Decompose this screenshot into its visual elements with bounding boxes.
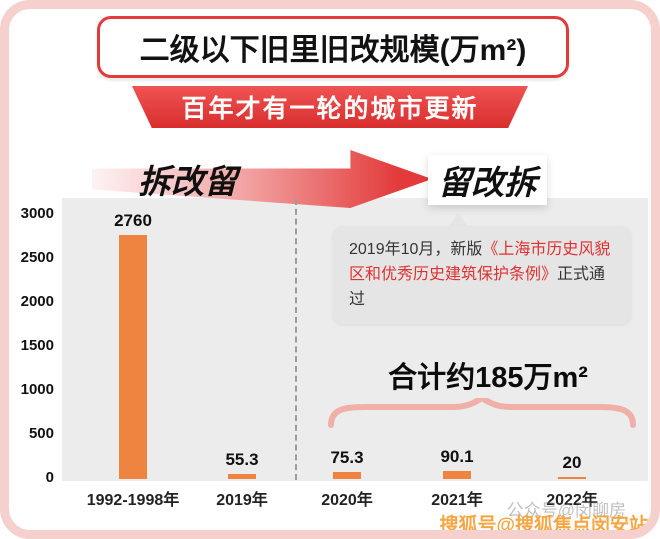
page-title: 二级以下旧里旧改规模(万m²) — [97, 16, 569, 78]
bar-group: 55.3 — [194, 450, 290, 479]
watermark-secondary: 公众号@闵聊房 — [506, 501, 626, 520]
x-axis-label: 2022年 — [546, 492, 598, 509]
bar-group: 2760 — [85, 211, 181, 479]
bar — [228, 474, 256, 479]
note-suffix: 正式通过 — [349, 265, 606, 308]
brace-icon — [328, 398, 636, 428]
bar-value-label: 75.3 — [330, 448, 364, 467]
era-label-left: 拆改留 — [138, 163, 237, 200]
policy-note: 2019年10月，新版《上海市历史风貌区和优秀历史建筑保护条例》正式通过 — [333, 226, 631, 325]
note-prefix: 2019年10月，新版 — [349, 241, 483, 258]
total-annotation: 合计约185万m² — [388, 362, 588, 394]
bar-value-label: 90.1 — [440, 447, 474, 466]
banner-text: 百年才有一轮的城市更新 — [181, 95, 479, 123]
y-axis-tick: 1500 — [20, 337, 54, 354]
bar — [333, 472, 361, 479]
era-label-right: 留改拆 — [428, 155, 547, 205]
x-axis-label: 2019年 — [216, 492, 268, 509]
bar — [558, 477, 586, 479]
dashed-divider — [295, 199, 297, 480]
note-tail-icon — [448, 213, 468, 227]
bar-value-label: 55.3 — [225, 450, 259, 469]
y-axis-tick: 2000 — [20, 293, 54, 310]
y-axis-tick: 3000 — [20, 205, 54, 222]
watermark-sohu: 搜狐号@搜狐焦点闵安站 — [439, 515, 648, 536]
bar-value-label: 2760 — [114, 211, 152, 230]
x-axis-label: 2021年 — [431, 492, 483, 509]
y-axis-tick: 1000 — [20, 381, 54, 398]
y-axis-tick: 2500 — [20, 249, 54, 266]
note-highlight: 《上海市历史风貌区和优秀历史建筑保护条例》 — [349, 241, 611, 283]
x-axis-label: 2020年 — [321, 492, 373, 509]
bar-value-label: 20 — [562, 453, 582, 472]
y-axis-tick: 0 — [45, 469, 54, 486]
bar — [119, 235, 147, 479]
bar-group: 90.1 — [409, 447, 505, 479]
bar-group: 75.3 — [299, 448, 395, 479]
bar-group: 20 — [524, 453, 620, 479]
page-title-text: 二级以下旧里旧改规模(万m²) — [139, 34, 527, 67]
y-axis-tick: 500 — [28, 425, 54, 442]
banner-ribbon: 百年才有一轮的城市更新 — [132, 86, 528, 128]
bar — [443, 471, 471, 479]
x-axis-label: 1992-1998年 — [86, 492, 180, 509]
